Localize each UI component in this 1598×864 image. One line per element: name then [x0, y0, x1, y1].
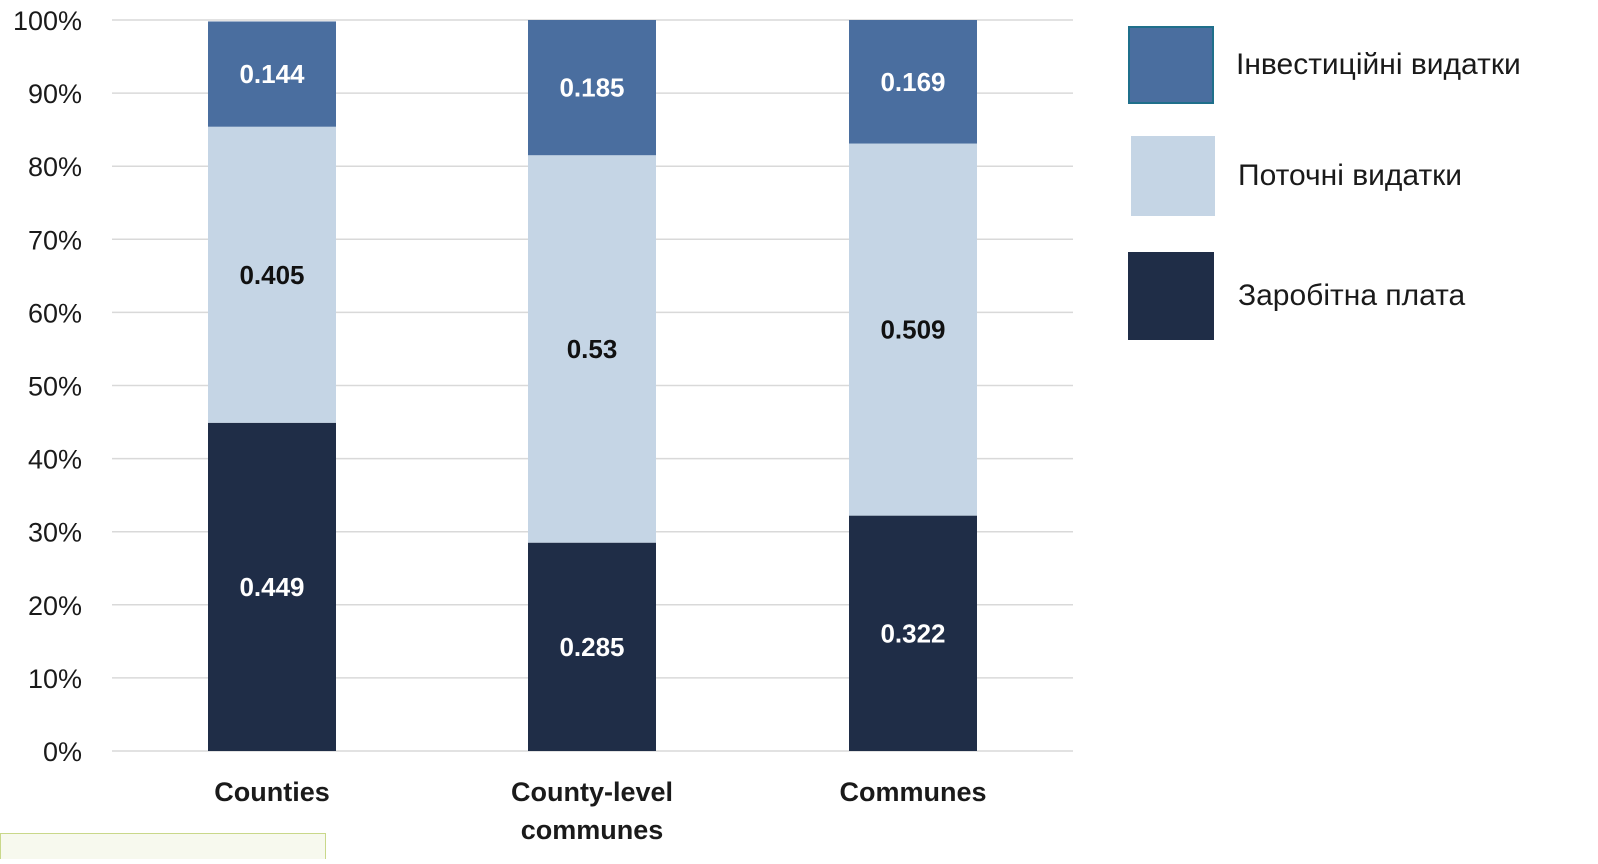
- x-tick-label: Counties: [214, 777, 330, 807]
- y-tick-label: 10%: [28, 664, 82, 694]
- legend-label-investment: Інвестиційні видатки: [1236, 48, 1521, 81]
- x-tick-label: Communes: [839, 777, 986, 807]
- x-tick-label: communes: [521, 815, 664, 845]
- legend-item-current: Поточні видатки: [1128, 136, 1462, 216]
- legend-swatch-current: [1131, 136, 1215, 216]
- data-label: 0.285: [559, 632, 624, 662]
- y-tick-label: 60%: [28, 298, 82, 328]
- bar-segment: [208, 21, 336, 127]
- y-tick-label: 50%: [28, 372, 82, 402]
- legend-item-wages: Заробітна плата: [1128, 252, 1465, 340]
- y-tick-label: 80%: [28, 152, 82, 182]
- bar-segment: [528, 155, 656, 543]
- legend-swatch-investment: [1128, 26, 1214, 104]
- data-label: 0.405: [239, 260, 304, 290]
- x-tick-label: County-level: [511, 777, 673, 807]
- bar-segment: [849, 515, 977, 751]
- data-label: 0.509: [880, 315, 945, 345]
- bar-segment: [528, 542, 656, 751]
- y-tick-label: 100%: [13, 6, 82, 36]
- bar-segment: [208, 126, 336, 423]
- legend-swatch-wages: [1128, 252, 1214, 340]
- data-label: 0.169: [880, 67, 945, 97]
- data-label: 0.185: [559, 73, 624, 103]
- y-tick-label: 0%: [43, 737, 82, 767]
- y-tick-label: 90%: [28, 79, 82, 109]
- y-tick-label: 70%: [28, 225, 82, 255]
- data-label: 0.144: [239, 59, 305, 89]
- bar-segment: [528, 20, 656, 156]
- y-tick-label: 40%: [28, 445, 82, 475]
- data-label: 0.322: [880, 618, 945, 648]
- legend-label-current: Поточні видатки: [1238, 159, 1463, 192]
- data-label: 0.449: [239, 572, 304, 602]
- bar-segment: [849, 20, 977, 144]
- bar-segment: [208, 422, 336, 751]
- chart-canvas: 0% 10% 20% 30% 40% 50% 60% 70% 80% 90% 100% 0.449 0.…: [13, 6, 1073, 845]
- y-tick-label: 30%: [28, 518, 82, 548]
- bar-segment: [849, 143, 977, 516]
- data-label: 0.53: [567, 334, 618, 364]
- legend-item-investment: Інвестиційні видатки: [1128, 26, 1521, 104]
- legend-label-wages: Заробітна плата: [1238, 279, 1466, 312]
- footer-note-box: [0, 833, 326, 859]
- y-tick-label: 20%: [28, 591, 82, 621]
